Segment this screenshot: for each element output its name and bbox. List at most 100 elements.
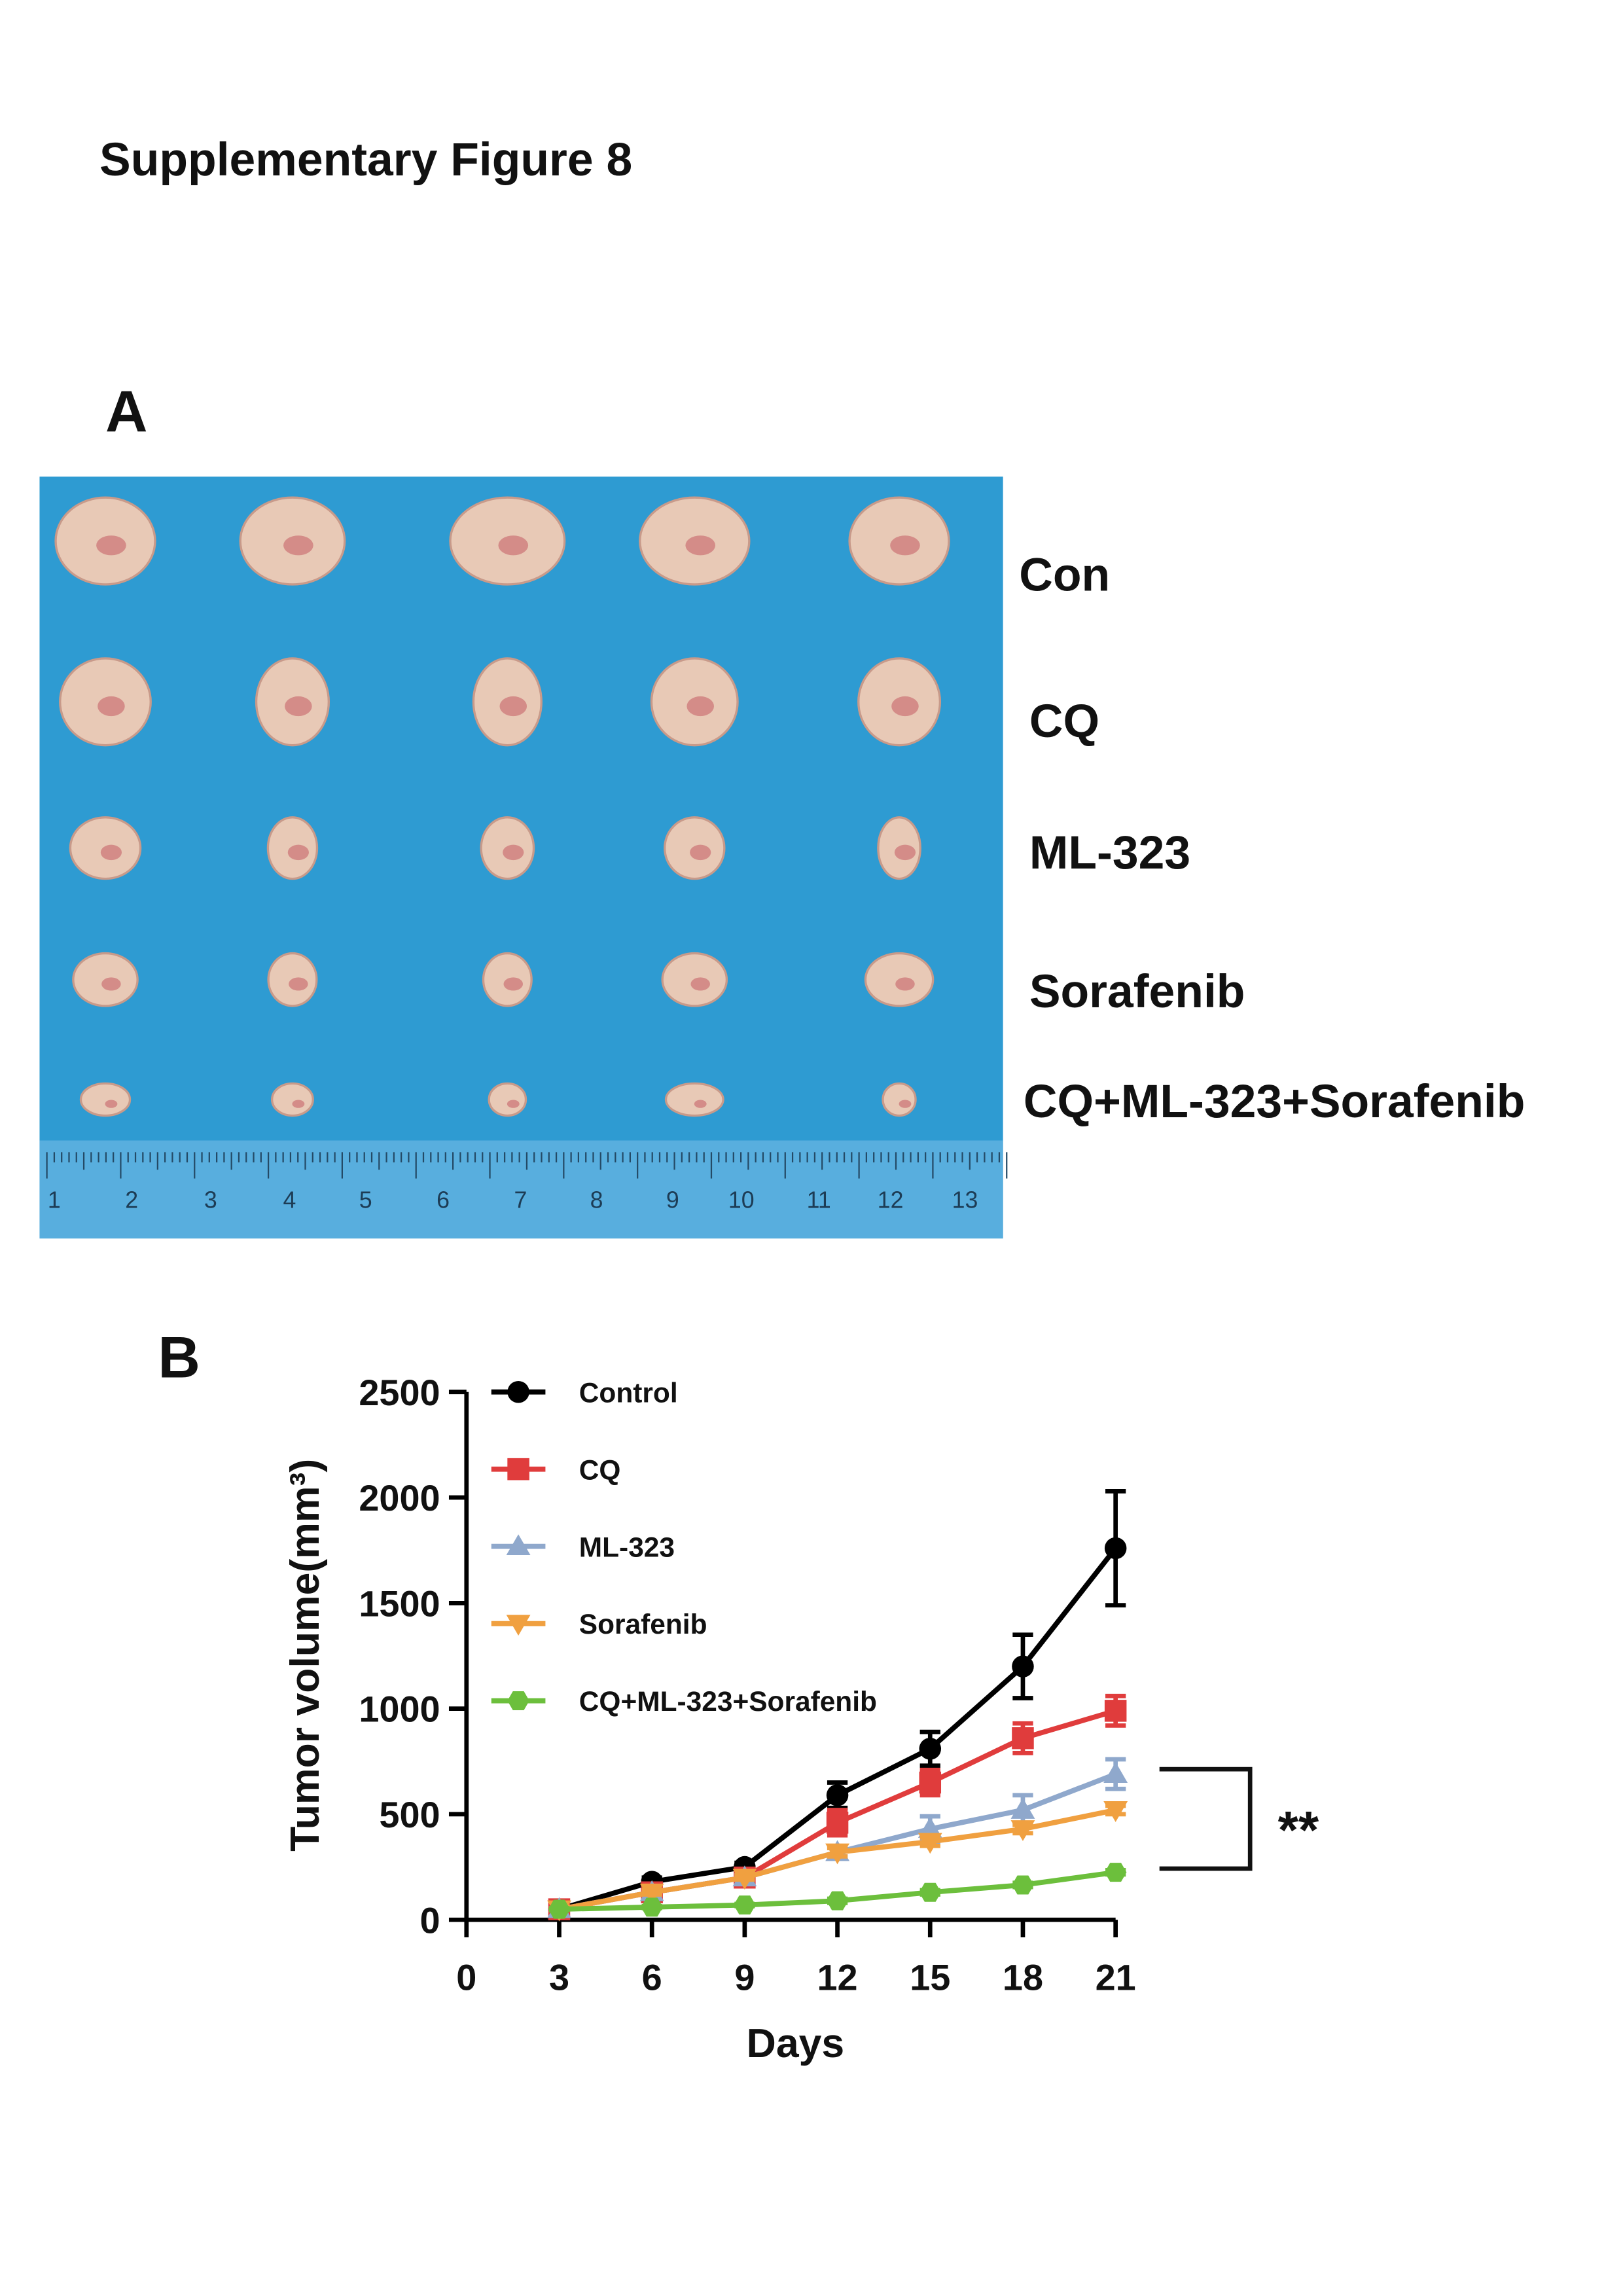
tumor bbox=[270, 1082, 314, 1117]
legend-label: Sorafenib bbox=[579, 1609, 707, 1640]
tumor-blood bbox=[285, 696, 312, 717]
y-tick-label: 2000 bbox=[359, 1477, 440, 1518]
tumor-blood bbox=[687, 696, 714, 717]
ruler-number: 3 bbox=[204, 1187, 217, 1213]
y-tick-label: 1500 bbox=[359, 1583, 440, 1624]
marker bbox=[1012, 1727, 1034, 1749]
tumor-photo bbox=[39, 476, 1008, 1239]
tumor-blood bbox=[498, 535, 529, 556]
row-label: Sorafenib bbox=[1029, 965, 1245, 1018]
marker bbox=[548, 1899, 571, 1919]
tumor-blood bbox=[283, 535, 313, 556]
tumor-blood bbox=[685, 535, 716, 556]
legend-label: CQ+ML-323+Sorafenib bbox=[579, 1686, 877, 1717]
row-label: ML-323 bbox=[1029, 827, 1190, 879]
x-tick-label: 6 bbox=[642, 1956, 662, 1998]
marker bbox=[639, 1883, 664, 1905]
marker bbox=[506, 1615, 531, 1636]
marker bbox=[826, 1784, 849, 1806]
ruler-number: 12 bbox=[878, 1187, 904, 1213]
marker bbox=[507, 1458, 529, 1480]
x-axis-label: Days bbox=[747, 2020, 845, 2066]
tumor bbox=[664, 1082, 724, 1117]
marker bbox=[1012, 1875, 1034, 1895]
marker bbox=[1104, 1863, 1127, 1882]
x-tick-label: 3 bbox=[549, 1956, 569, 1998]
panel-label: A bbox=[105, 378, 148, 444]
tumor-blood bbox=[891, 696, 919, 717]
tumor-blood bbox=[894, 844, 916, 861]
ruler-number: 10 bbox=[728, 1187, 755, 1213]
tumor bbox=[882, 1082, 917, 1117]
ruler bbox=[39, 1140, 1003, 1239]
tumor-blood bbox=[289, 977, 308, 991]
marker bbox=[507, 1691, 529, 1711]
x-tick-label: 15 bbox=[910, 1956, 950, 1998]
tumor-blood bbox=[96, 535, 126, 556]
legend-label: CQ bbox=[579, 1454, 621, 1485]
legend-label: Control bbox=[579, 1377, 678, 1408]
marker bbox=[919, 1738, 942, 1760]
tumor-blood bbox=[287, 844, 309, 861]
tumor-blood bbox=[690, 977, 710, 991]
ruler-number: 1 bbox=[48, 1187, 61, 1213]
x-tick-label: 12 bbox=[817, 1956, 858, 1998]
ruler-number: 4 bbox=[283, 1187, 296, 1213]
marker bbox=[732, 1869, 757, 1890]
marker bbox=[826, 1891, 849, 1910]
y-tick-label: 500 bbox=[379, 1794, 440, 1835]
tumor-blood bbox=[101, 977, 121, 991]
marker bbox=[1010, 1820, 1035, 1841]
tumor-blood bbox=[899, 1100, 912, 1108]
marker bbox=[918, 1817, 942, 1838]
legend-label: ML-323 bbox=[579, 1532, 675, 1562]
tumor-blood bbox=[694, 1100, 707, 1108]
tumor-blood bbox=[895, 977, 915, 991]
row-label: CQ bbox=[1029, 695, 1099, 747]
marker bbox=[734, 1895, 756, 1915]
marker bbox=[507, 1380, 529, 1403]
tumor-blood bbox=[499, 696, 527, 717]
marker bbox=[825, 1843, 850, 1865]
marker bbox=[641, 1897, 663, 1917]
x-tick-label: 21 bbox=[1096, 1956, 1136, 1998]
ruler-number: 7 bbox=[514, 1187, 527, 1213]
tumor-blood bbox=[98, 696, 125, 717]
marker bbox=[1104, 1537, 1127, 1560]
figure-title: Supplementary Figure 8 bbox=[99, 134, 632, 186]
row-label: CQ+ML-323+Sorafenib bbox=[1024, 1075, 1525, 1128]
y-tick-label: 0 bbox=[420, 1899, 440, 1941]
ruler-number: 6 bbox=[437, 1187, 450, 1213]
marker bbox=[826, 1812, 849, 1834]
significance-label: ** bbox=[1278, 1801, 1319, 1860]
marker bbox=[918, 1833, 942, 1854]
tumor-blood bbox=[105, 1100, 118, 1108]
x-tick-label: 0 bbox=[456, 1956, 476, 1998]
y-tick-label: 2500 bbox=[359, 1372, 440, 1413]
marker bbox=[1103, 1762, 1128, 1784]
tumor-blood bbox=[503, 977, 524, 991]
row-label: Con bbox=[1019, 549, 1110, 601]
ruler-number: 9 bbox=[666, 1187, 679, 1213]
ruler-number: 13 bbox=[952, 1187, 978, 1213]
marker bbox=[1104, 1700, 1127, 1722]
tumor-blood bbox=[100, 844, 122, 861]
panel-label: B bbox=[158, 1324, 200, 1390]
x-tick-label: 18 bbox=[1003, 1956, 1043, 1998]
marker bbox=[919, 1882, 942, 1902]
marker bbox=[1103, 1801, 1128, 1822]
tumor-blood bbox=[507, 1100, 520, 1108]
tumor bbox=[79, 1082, 132, 1117]
tumor-blood bbox=[690, 844, 711, 861]
ruler-number: 2 bbox=[125, 1187, 138, 1213]
marker bbox=[1012, 1655, 1034, 1677]
marker bbox=[1010, 1798, 1035, 1819]
tumor-blood bbox=[890, 535, 920, 556]
tumor-blood bbox=[292, 1100, 305, 1108]
marker bbox=[506, 1534, 531, 1556]
ruler-number: 8 bbox=[590, 1187, 603, 1213]
ruler-number: 11 bbox=[807, 1187, 831, 1213]
marker bbox=[919, 1771, 942, 1794]
ruler-number: 5 bbox=[359, 1187, 372, 1213]
